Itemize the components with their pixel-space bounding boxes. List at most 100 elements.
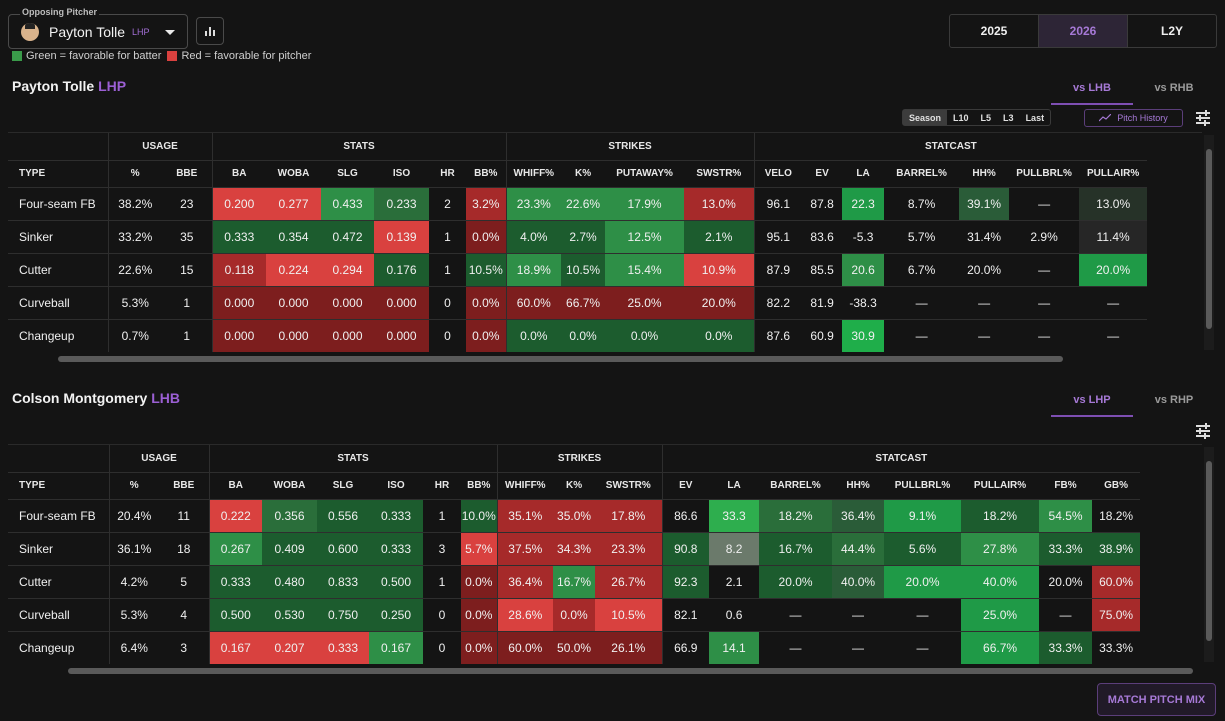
column-header-la[interactable]: LA <box>709 472 760 500</box>
stat-cell: -5.3 <box>842 220 885 254</box>
stat-cell: 0.139 <box>374 220 429 254</box>
stat-cell: 3 <box>423 532 461 566</box>
pitch-type-cell: Cutter <box>8 565 109 599</box>
pitch-history-button[interactable]: Pitch History <box>1084 109 1183 127</box>
table-row[interactable]: Sinker 36.1% 18 0.267 0.409 0.600 0.333 3 5.7% 37… <box>8 532 1141 566</box>
column-header-iso[interactable]: ISO <box>369 472 423 500</box>
stat-cell: 2.1 <box>709 565 760 599</box>
range-l10[interactable]: L10 <box>953 112 969 123</box>
column-header-iso[interactable]: ISO <box>374 160 429 188</box>
stat-cell: 39.1% <box>959 187 1010 221</box>
column-header-gb-pct[interactable]: GB% <box>1092 472 1141 500</box>
trend-icon <box>1099 114 1112 122</box>
range-last[interactable]: Last <box>1025 112 1045 123</box>
stat-cell: 20.0% <box>759 565 833 599</box>
match-pitch-mix-button[interactable]: MATCH PITCH MIX <box>1097 683 1216 716</box>
tab-vs-rhb[interactable]: vs RHB <box>1154 82 1194 94</box>
year-2026-button[interactable]: 2026 <box>1039 15 1128 47</box>
year-l2y-button[interactable]: L2Y <box>1160 24 1183 38</box>
batter-table-vscroll[interactable] <box>1204 447 1214 662</box>
column-header-putaway-pct[interactable]: PUTAWAY% <box>605 160 685 188</box>
stat-cell: 0.6 <box>709 598 760 632</box>
stat-cell: 0.294 <box>321 253 374 287</box>
settings-sliders-icon[interactable] <box>1196 110 1210 126</box>
column-header-pullair-pct[interactable]: PULLAIR% <box>1079 160 1148 188</box>
stat-cell: — <box>884 286 960 320</box>
column-header-slg[interactable]: SLG <box>321 160 374 188</box>
column-header-hh-pct[interactable]: HH% <box>832 472 885 500</box>
batter-settings-sliders-icon[interactable] <box>1196 423 1210 439</box>
column-header-barrel-pct[interactable]: BARREL% <box>759 472 833 500</box>
column-header-ba[interactable]: BA <box>208 472 262 500</box>
column-header-whiff-pct[interactable]: WHIFF% <box>496 472 554 500</box>
table-row[interactable]: Curveball 5.3% 4 0.500 0.530 0.750 0.250 0 0.0% 2… <box>8 598 1141 632</box>
column-header-pullbrl-pct[interactable]: PULLBRL% <box>884 472 962 500</box>
column-header-swstr-pct[interactable]: SWSTR% <box>684 160 755 188</box>
column-header-pullair-pct[interactable]: PULLAIR% <box>961 472 1040 500</box>
stat-cell: 18.9% <box>505 253 562 287</box>
column-header-hh-pct[interactable]: HH% <box>959 160 1010 188</box>
column-header-bbe[interactable]: BBE <box>162 160 212 188</box>
column-header-slg[interactable]: SLG <box>317 472 369 500</box>
column-header-hr[interactable]: HR <box>423 472 461 500</box>
column-header-la[interactable]: LA <box>842 160 885 188</box>
year-2025-button[interactable]: 2025 <box>950 15 1039 47</box>
column-header-k-pct[interactable]: K% <box>553 472 596 500</box>
range-l3[interactable]: L3 <box>1003 112 1014 123</box>
stat-cell: 17.9% <box>605 187 685 221</box>
column-header-fb-pct[interactable]: FB% <box>1039 472 1093 500</box>
column-header-bbe[interactable]: BBE <box>159 472 209 500</box>
table-row[interactable]: Curveball 5.3% 1 0.000 0.000 0.000 0.000 0 0.0% 6… <box>8 286 1148 320</box>
chart-button[interactable] <box>196 17 224 45</box>
table-row[interactable]: Changeup 0.7% 1 0.000 0.000 0.000 0.000 0 0.0% 0.… <box>8 319 1148 352</box>
column-header-ba[interactable]: BA <box>211 160 266 188</box>
stat-cell: 31.4% <box>959 220 1010 254</box>
column-header--pct[interactable]: % <box>107 160 162 188</box>
column-header-bb-pct[interactable]: BB% <box>461 472 498 500</box>
pitcher-table-vscroll[interactable] <box>1204 135 1214 350</box>
pitcher-select[interactable]: Payton Tolle LHP <box>8 14 188 49</box>
column-header-whiff-pct[interactable]: WHIFF% <box>505 160 562 188</box>
column-header-ev[interactable]: EV <box>661 472 710 500</box>
stat-cell: 0.167 <box>369 631 423 664</box>
stat-cell: 0.277 <box>266 187 321 221</box>
column-header-woba[interactable]: WOBA <box>262 472 317 500</box>
stat-cell: 4 <box>159 598 209 632</box>
column-header-ev[interactable]: EV <box>802 160 843 188</box>
table-row[interactable]: Cutter 4.2% 5 0.333 0.480 0.833 0.500 1 0.0% 36.4… <box>8 565 1141 599</box>
stat-cell: 0.472 <box>321 220 374 254</box>
table-row[interactable]: Changeup 6.4% 3 0.167 0.207 0.333 0.167 0 0.0% 60… <box>8 631 1141 664</box>
column-header-hr[interactable]: HR <box>429 160 466 188</box>
pitcher-table-hscroll[interactable] <box>8 354 1202 364</box>
column-header-barrel-pct[interactable]: BARREL% <box>884 160 960 188</box>
column-header-type[interactable]: TYPE <box>8 472 109 500</box>
table-row[interactable]: Four-seam FB 38.2% 23 0.200 0.277 0.433 0.233 2… <box>8 187 1148 221</box>
range-season[interactable]: Season <box>903 110 948 125</box>
column-header-woba[interactable]: WOBA <box>266 160 321 188</box>
column-header-swstr-pct[interactable]: SWSTR% <box>595 472 663 500</box>
table-row[interactable]: Four-seam FB 20.4% 11 0.222 0.356 0.556 0.333 1… <box>8 499 1141 533</box>
column-header-type[interactable]: TYPE <box>8 160 108 188</box>
column-header-pullbrl-pct[interactable]: PULLBRL% <box>1009 160 1080 188</box>
batter-table: USAGE STATS STRIKES STATCAST TYPE% BBE BA WOBA S… <box>8 444 1202 664</box>
column-header--pct[interactable]: % <box>108 472 159 500</box>
batter-table-hscroll[interactable] <box>8 666 1202 676</box>
table-row[interactable]: Cutter 22.6% 15 0.118 0.224 0.294 0.176 1 10.5% 1… <box>8 253 1148 287</box>
range-l5[interactable]: L5 <box>980 112 992 123</box>
group-header-row: USAGE STATS STRIKES STATCAST <box>8 133 1148 161</box>
stat-cell: 11.4% <box>1079 220 1148 254</box>
table-row[interactable]: Sinker 33.2% 35 0.333 0.354 0.472 0.139 1 0.0% 4.… <box>8 220 1148 254</box>
tab-vs-rhp[interactable]: vs RHP <box>1154 394 1194 406</box>
stat-cell: 22.6% <box>107 253 162 287</box>
column-header-velo[interactable]: VELO <box>753 160 803 188</box>
pitcher-section-hand: LHP <box>98 78 127 94</box>
column-header-bb-pct[interactable]: BB% <box>466 160 507 188</box>
stat-cell: 0.356 <box>262 499 317 533</box>
stat-cell: 5 <box>159 565 209 599</box>
stat-cell: 60.9 <box>802 319 843 352</box>
pitcher-data-table: USAGE STATS STRIKES STATCAST TYPE% BBE BA WOBA S… <box>8 133 1148 352</box>
column-header-k-pct[interactable]: K% <box>561 160 606 188</box>
stat-cell: 0.0% <box>461 598 498 632</box>
tab-vs-lhb[interactable]: vs LHB <box>1051 78 1133 105</box>
tab-vs-lhp[interactable]: vs LHP <box>1051 390 1133 417</box>
